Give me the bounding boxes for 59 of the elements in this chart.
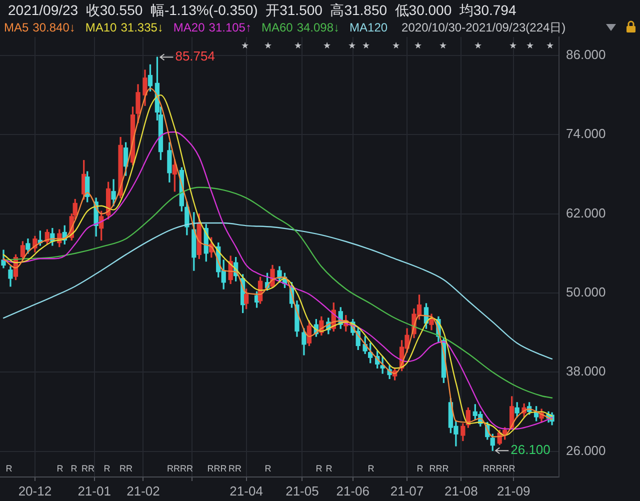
- annotation: 85.754: [175, 48, 215, 64]
- annotation: ★: [362, 40, 370, 50]
- annotation: ★: [240, 40, 250, 50]
- annotation: R: [56, 463, 64, 474]
- y-tick-label: 62.000: [566, 205, 606, 220]
- line-series: [2, 186, 553, 398]
- line-series: [2, 222, 553, 360]
- annotation: 26.100: [510, 442, 550, 458]
- text: MA20: [173, 20, 206, 34]
- annotation: RR: [82, 463, 95, 474]
- chart-subtitle: 2020/10/30-2021/09/23(224日): [402, 20, 566, 34]
- annotation: ★: [322, 40, 332, 50]
- annotation: R: [326, 463, 333, 474]
- y-tick-label: 26.000: [566, 442, 606, 458]
- x-tick-label: 20-12: [18, 483, 52, 498]
- annotation: R: [6, 463, 13, 474]
- annotation: RRRR: [167, 463, 194, 474]
- annotation: RR: [228, 463, 242, 474]
- x-tick-label: 21-02: [126, 483, 160, 498]
- annotation: R: [104, 463, 111, 474]
- annotation: R: [416, 463, 424, 474]
- annotation: ★: [526, 40, 534, 50]
- x-tick-label: 21-08: [444, 483, 478, 498]
- annotation: R: [316, 463, 323, 474]
- y-tick-label: 86.000: [566, 47, 606, 62]
- annotation: RR: [120, 463, 133, 474]
- annotation: R: [70, 463, 78, 474]
- x-tick-label: 21-01: [78, 483, 111, 498]
- text: MA10: [85, 20, 118, 34]
- text: MA60: [261, 20, 294, 34]
- y-tick-label: 38.000: [566, 364, 606, 379]
- y-tick-label: 74.000: [566, 126, 606, 142]
- x-tick-label: 21-04: [230, 483, 263, 498]
- annotation: ★: [546, 40, 554, 50]
- annotation: ★: [508, 40, 518, 50]
- x-tick-label: 21-07: [390, 483, 424, 498]
- annotation: R: [368, 463, 375, 474]
- text: 31.335↓: [120, 20, 164, 34]
- x-tick-label: 21-06: [336, 483, 370, 498]
- annotation: ★: [474, 40, 482, 50]
- y-tick-label: 50.000: [566, 284, 606, 300]
- text: 30.840↓: [32, 20, 76, 34]
- annotation: RRR: [429, 463, 450, 474]
- annotation: ★: [392, 40, 400, 50]
- chart-title: 2021/09/23 收30.550 幅-1.13%(-0.350) 开31.500 高31.850 低30.000 均30.794: [8, 2, 516, 18]
- text: MA120: [350, 20, 388, 34]
- annotation: RRR: [207, 463, 228, 474]
- annotation: ★: [348, 40, 356, 50]
- annotation: ★: [294, 40, 302, 50]
- annotation: RRRRR: [482, 463, 516, 474]
- text: MA5: [4, 20, 29, 34]
- annotation: ★: [414, 40, 422, 50]
- annotation: ★: [438, 40, 448, 50]
- x-tick-label: 21-05: [286, 483, 319, 498]
- text: 34.098↓: [296, 20, 340, 34]
- x-tick-label: 21-09: [496, 483, 530, 498]
- annotation: R: [264, 463, 272, 474]
- text: 31.105↑: [208, 20, 252, 34]
- annotation: ★: [264, 40, 272, 50]
